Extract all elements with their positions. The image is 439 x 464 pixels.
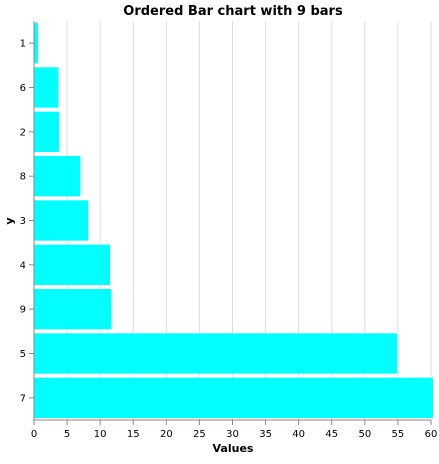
- x-axis-title: Values: [213, 442, 254, 455]
- y-tick-label: 8: [20, 172, 26, 183]
- y-tick-label: 4: [20, 260, 26, 271]
- bar: [34, 333, 398, 374]
- x-tick-label: 10: [94, 429, 107, 440]
- x-tick-label: 15: [127, 429, 140, 440]
- bar: [34, 377, 433, 418]
- bar-layer: [34, 23, 433, 418]
- y-axis-title: y: [3, 217, 16, 224]
- y-tick-label: 9: [20, 305, 26, 316]
- bar: [34, 111, 60, 152]
- bar: [34, 200, 89, 241]
- x-tick-label: 45: [325, 429, 338, 440]
- x-tick-label: 5: [64, 429, 70, 440]
- x-tick-label: 40: [292, 429, 305, 440]
- bar: [34, 244, 111, 285]
- y-tick-label: 7: [20, 393, 26, 404]
- x-tick-label: 55: [392, 429, 405, 440]
- x-tick-label: 60: [425, 429, 438, 440]
- y-tick-label: 6: [20, 83, 26, 94]
- y-tick-label: 5: [20, 349, 26, 360]
- x-tick-label: 30: [226, 429, 239, 440]
- y-tick-label: 3: [20, 216, 26, 227]
- x-tick-label: 50: [358, 429, 371, 440]
- bar: [34, 156, 81, 197]
- y-tick-label: 1: [20, 39, 26, 50]
- bar: [34, 289, 112, 330]
- axis-layer: 1 6 2 8 3 4 9 5 7 0 5 10 15 20 25 30 35 40 45 50 55 60: [20, 21, 438, 440]
- x-tick-label: 25: [193, 429, 206, 440]
- bar: [34, 23, 38, 64]
- x-tick-label: 0: [31, 429, 37, 440]
- y-tick-label: 2: [20, 127, 26, 138]
- x-tick-label: 20: [160, 429, 173, 440]
- chart-title: Ordered Bar chart with 9 bars: [123, 4, 343, 19]
- x-tick-label: 35: [259, 429, 272, 440]
- bar: [34, 67, 59, 108]
